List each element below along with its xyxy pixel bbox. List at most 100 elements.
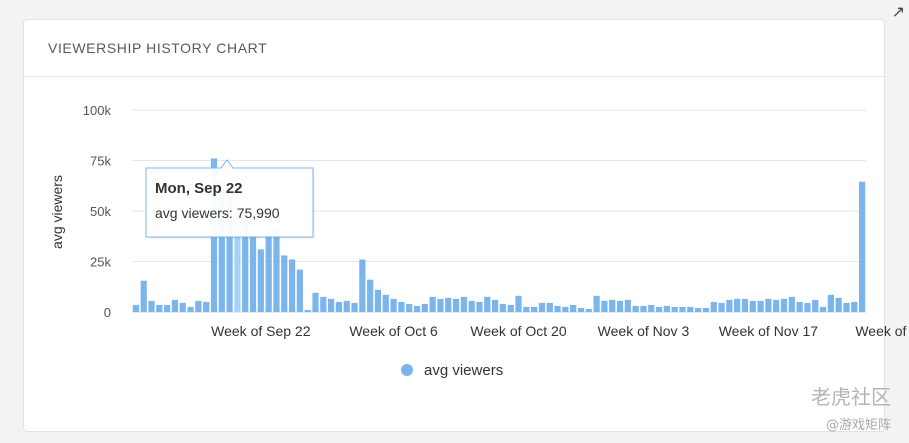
bar[interactable] [242,219,249,312]
bar[interactable] [523,306,530,312]
bar[interactable] [562,306,569,312]
bar[interactable] [788,296,795,312]
bar[interactable] [757,300,764,312]
bar[interactable] [265,235,272,312]
bar[interactable] [827,294,834,312]
y-tick-label: 0 [104,305,111,320]
bar[interactable] [616,300,624,312]
bar[interactable] [796,301,803,312]
bar[interactable] [843,302,850,312]
bar[interactable] [195,300,202,312]
bar[interactable] [765,298,772,312]
bar[interactable] [710,301,717,312]
tooltip-date: Mon, Sep 22 [155,180,243,197]
bar[interactable] [601,300,608,312]
bar[interactable] [499,303,507,312]
bar[interactable] [335,301,343,312]
bar[interactable] [632,305,639,312]
bar[interactable] [749,300,756,312]
legend-label: avg viewers [424,362,503,379]
bar[interactable] [320,296,327,312]
bar[interactable] [390,298,397,312]
bar[interactable] [406,303,413,312]
bar[interactable] [804,302,811,312]
bar[interactable] [702,307,710,312]
bar[interactable] [140,280,147,312]
bar[interactable] [577,307,585,312]
bar[interactable] [726,299,733,312]
bar[interactable] [148,300,155,312]
bar[interactable] [367,279,374,312]
bar[interactable] [234,204,241,312]
bar[interactable] [851,301,858,312]
bar[interactable] [663,305,670,312]
bar[interactable] [819,306,827,312]
bar[interactable] [273,229,280,312]
bar[interactable] [304,309,311,312]
bar[interactable] [281,255,288,312]
y-tick-label: 50k [90,204,111,219]
bar[interactable] [249,237,257,312]
bar[interactable] [343,300,350,312]
bar[interactable] [812,299,819,312]
bar[interactable] [257,249,264,312]
bar[interactable] [507,304,514,312]
bar[interactable] [421,303,428,312]
bar[interactable] [695,307,702,312]
bar[interactable] [515,295,522,312]
bar[interactable] [328,298,335,312]
bar[interactable] [679,306,686,312]
bar[interactable] [351,302,358,312]
bar[interactable] [734,298,741,312]
bar[interactable] [312,292,319,312]
bar[interactable] [484,296,491,312]
bar[interactable] [554,305,561,312]
bar[interactable] [858,181,866,312]
bar[interactable] [452,298,460,312]
bar[interactable] [531,306,538,312]
bar[interactable] [593,295,600,312]
bar[interactable] [164,304,171,312]
bar[interactable] [687,306,694,312]
bar[interactable] [570,304,577,312]
bar[interactable] [624,299,631,312]
corner-icon: ↗ [891,2,905,21]
bar[interactable] [491,299,499,312]
bar[interactable] [437,298,444,312]
bar[interactable] [203,301,210,312]
bar[interactable] [468,300,475,312]
bar[interactable] [445,297,452,312]
bar[interactable] [546,302,553,312]
bar[interactable] [773,299,780,312]
bar[interactable] [413,305,421,312]
bar[interactable] [429,296,436,312]
bar[interactable] [398,301,405,312]
bar[interactable] [382,294,389,312]
bar[interactable] [156,304,163,312]
bar[interactable] [655,306,663,312]
bar[interactable] [171,299,179,312]
bar[interactable] [296,269,303,312]
bar[interactable] [671,306,678,312]
bar[interactable] [460,296,467,312]
bar[interactable] [226,192,233,312]
bar[interactable] [835,297,842,312]
bar[interactable] [187,306,194,312]
bar[interactable] [132,304,140,312]
bar[interactable] [538,302,546,312]
bar[interactable] [585,308,592,312]
bar[interactable] [741,298,749,312]
bar[interactable] [179,302,186,312]
bar[interactable] [374,289,382,312]
bar[interactable] [609,299,616,312]
bar[interactable] [218,178,225,312]
bar[interactable] [359,259,366,312]
legend-marker[interactable] [401,364,413,376]
bar[interactable] [648,304,655,312]
bar[interactable] [780,298,788,312]
bar[interactable] [288,259,296,312]
bar[interactable] [476,301,483,312]
bar[interactable] [640,305,647,312]
card-title: VIEWERSHIP HISTORY CHART [48,40,268,56]
bar[interactable] [718,302,725,312]
